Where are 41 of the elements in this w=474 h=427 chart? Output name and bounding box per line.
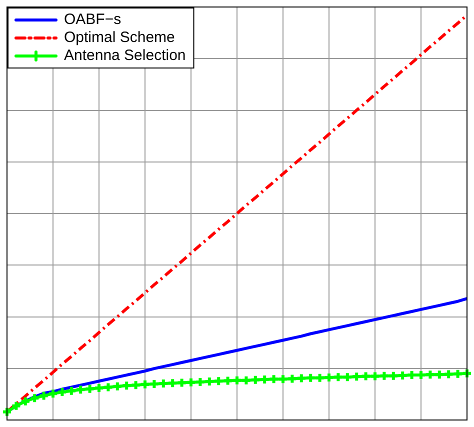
point xyxy=(278,374,288,385)
point xyxy=(121,380,132,392)
point xyxy=(75,384,86,396)
point xyxy=(434,369,445,380)
point xyxy=(140,378,150,390)
point xyxy=(378,370,390,382)
legend-label: OABF−s xyxy=(64,11,122,28)
point xyxy=(240,374,252,386)
point xyxy=(232,374,242,386)
point xyxy=(332,372,344,383)
point xyxy=(10,400,22,412)
point xyxy=(102,382,114,393)
point xyxy=(351,371,362,382)
point xyxy=(213,376,224,387)
point xyxy=(29,392,40,404)
point xyxy=(167,378,178,389)
point xyxy=(222,375,234,386)
point xyxy=(84,383,96,394)
point xyxy=(305,372,316,384)
point xyxy=(443,368,454,380)
point xyxy=(112,380,123,392)
point xyxy=(48,388,58,400)
point xyxy=(296,372,307,384)
point xyxy=(268,374,280,385)
point xyxy=(314,372,326,384)
point xyxy=(38,390,50,402)
point xyxy=(370,370,380,382)
point xyxy=(286,373,298,384)
point xyxy=(130,380,142,391)
legend-label: Antenna Selection xyxy=(64,47,186,64)
point xyxy=(186,376,196,388)
point xyxy=(388,370,399,382)
point xyxy=(66,385,77,396)
point xyxy=(360,370,372,382)
legend-label: Optimal Scheme xyxy=(64,29,175,46)
point xyxy=(176,377,188,388)
point xyxy=(342,372,353,383)
point xyxy=(452,368,464,380)
point xyxy=(424,369,436,380)
point xyxy=(250,374,261,386)
point xyxy=(20,396,31,407)
